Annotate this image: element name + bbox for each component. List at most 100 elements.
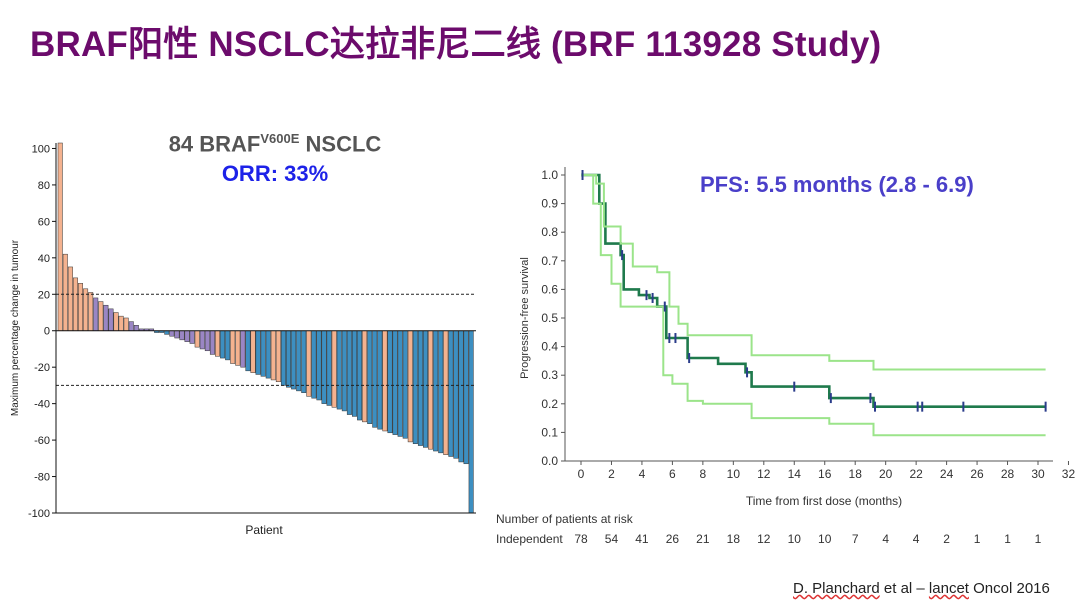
waterfall-y-tick-label: 60 xyxy=(38,216,50,228)
waterfall-y-tick-label: -20 xyxy=(34,362,50,374)
waterfall-bar xyxy=(306,330,312,397)
waterfall-bar xyxy=(372,330,378,428)
waterfall-bar xyxy=(93,297,99,331)
waterfall-bar xyxy=(118,315,124,331)
waterfall-bar xyxy=(230,330,236,364)
waterfall-y-axis-label: Maximum percentage change in tumour xyxy=(10,239,21,416)
waterfall-bar xyxy=(311,330,317,399)
waterfall-bar xyxy=(67,266,73,331)
waterfall-bar xyxy=(280,330,286,386)
km-y-tick-label: 0.5 xyxy=(541,311,558,325)
waterfall-bar xyxy=(362,330,368,423)
waterfall-bar xyxy=(215,330,220,357)
waterfall-bar xyxy=(199,330,205,350)
at-risk-value: 7 xyxy=(852,532,859,546)
km-x-tick-label: 20 xyxy=(879,467,893,481)
waterfall-bar xyxy=(351,330,357,417)
waterfall-bar xyxy=(331,330,337,408)
km-x-tick-label: 10 xyxy=(727,467,741,481)
km-y-tick-label: 0.2 xyxy=(541,397,558,411)
waterfall-y-tick-label: -80 xyxy=(34,472,50,484)
waterfall-subtitle-sup: V600E xyxy=(260,131,300,146)
waterfall-bar xyxy=(417,330,423,446)
waterfall-bar xyxy=(78,283,84,331)
waterfall-y-tick-label: -60 xyxy=(34,435,50,447)
waterfall-x-axis-label: Patient xyxy=(245,523,283,537)
at-risk-value: 2 xyxy=(943,532,950,546)
waterfall-bar xyxy=(301,330,307,393)
at-risk-value: 10 xyxy=(818,532,832,546)
km-y-axis-label: Progression-free survival xyxy=(519,257,531,379)
waterfall-bar xyxy=(321,330,327,404)
waterfall-bar xyxy=(407,330,413,443)
waterfall-bar xyxy=(209,330,215,355)
at-risk-value: 41 xyxy=(635,532,649,546)
waterfall-bar xyxy=(402,330,408,439)
km-x-tick-label: 22 xyxy=(909,467,923,481)
waterfall-bar xyxy=(448,330,454,457)
km-x-tick-label: 26 xyxy=(970,467,984,481)
km-lower-ci-line xyxy=(581,174,1046,437)
waterfall-bar xyxy=(453,330,459,459)
km-x-tick-label: 12 xyxy=(757,467,771,481)
waterfall-y-tick-label: 80 xyxy=(38,180,50,192)
waterfall-bar xyxy=(260,330,266,377)
waterfall-bar xyxy=(428,330,434,450)
at-risk-value: 4 xyxy=(882,532,889,546)
at-risk-value: 26 xyxy=(666,532,680,546)
km-x-axis-label: Time from first dose (months) xyxy=(746,494,902,508)
km-y-tick-label: 1.0 xyxy=(541,168,558,182)
waterfall-bar xyxy=(240,330,246,368)
km-x-tick-label: 6 xyxy=(669,467,676,481)
waterfall-bar xyxy=(194,330,200,348)
waterfall-bar xyxy=(316,330,322,401)
citation: D. Planchard et al – lancet Oncol 2016 xyxy=(793,580,1050,597)
km-y-tick-label: 0.7 xyxy=(541,254,558,268)
waterfall-bar xyxy=(270,330,276,381)
waterfall-bar xyxy=(336,330,342,410)
km-y-tick-label: 0.4 xyxy=(541,340,558,354)
at-risk-header: Number of patients at risk xyxy=(496,512,633,526)
km-x-tick-label: 4 xyxy=(639,467,646,481)
slide-title: BRAF阳性 NSCLC达拉非尼二线 (BRF 113928 Study) xyxy=(30,25,882,64)
km-y-tick-label: 0.0 xyxy=(541,454,558,468)
at-risk-value: 12 xyxy=(757,532,771,546)
at-risk-value: 1 xyxy=(1035,532,1042,546)
waterfall-bar xyxy=(189,330,195,344)
waterfall-bar xyxy=(103,304,109,331)
waterfall-header: 84 BRAFV600E NSCLC ORR: 33% xyxy=(150,131,400,187)
km-x-tick-label: 18 xyxy=(849,467,863,481)
waterfall-bar xyxy=(220,330,226,359)
waterfall-bar xyxy=(98,301,104,331)
waterfall-bar xyxy=(463,330,469,465)
km-x-tick-label: 8 xyxy=(700,467,707,481)
waterfall-subtitle-suffix: NSCLC xyxy=(299,131,382,157)
at-risk-value: 1 xyxy=(1004,532,1011,546)
km-x-tick-label: 32 xyxy=(1062,467,1076,481)
km-y-tick-label: 0.9 xyxy=(541,197,558,211)
waterfall-bar xyxy=(225,330,231,361)
at-risk-value: 18 xyxy=(727,532,741,546)
waterfall-bar xyxy=(423,330,428,448)
waterfall-bar xyxy=(382,330,388,432)
waterfall-bar xyxy=(443,330,449,455)
citation-rest: et al – xyxy=(879,580,929,597)
km-x-tick-label: 28 xyxy=(1001,467,1015,481)
km-y-tick-label: 0.6 xyxy=(541,282,558,296)
waterfall-bar xyxy=(286,330,292,388)
waterfall-bar xyxy=(341,330,347,412)
pfs-label: PFS: 5.5 months (2.8 - 6.9) xyxy=(700,172,974,197)
waterfall-bar xyxy=(235,330,241,366)
waterfall-bar xyxy=(62,253,68,331)
km-x-tick-label: 14 xyxy=(788,467,802,481)
waterfall-bar xyxy=(412,330,418,444)
waterfall-bar xyxy=(255,330,261,375)
km-x-tick-label: 16 xyxy=(818,467,832,481)
waterfall-y-tick-label: 0 xyxy=(44,326,50,338)
at-risk-value: 54 xyxy=(605,532,619,546)
waterfall-bar xyxy=(265,330,271,379)
waterfall-bar xyxy=(184,330,190,342)
waterfall-bar xyxy=(72,277,78,331)
orr-label: ORR: 33% xyxy=(221,161,329,187)
